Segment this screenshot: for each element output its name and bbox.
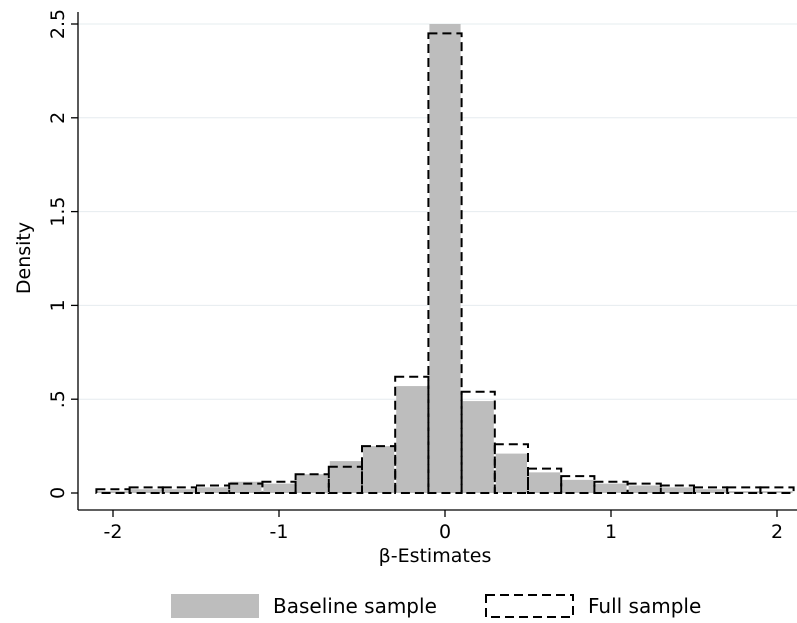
bar-full-13	[527, 467, 563, 494]
bar-baseline-3	[197, 487, 229, 493]
y-tick-label-4: 2	[47, 112, 69, 124]
bar-full-9	[394, 375, 430, 494]
bar-full-10	[427, 32, 463, 494]
bar-baseline-8	[363, 446, 395, 493]
bar-baseline-14	[562, 479, 594, 493]
x-tick-label-0: -2	[104, 521, 123, 543]
y-axis-ticks: 0 .5 1 1.5 2 2.5	[47, 9, 78, 499]
y-tick-label-5: 2.5	[47, 9, 69, 39]
bar-full-14	[560, 475, 596, 494]
axes	[77, 12, 797, 511]
bar-full-3	[195, 484, 231, 495]
bar-baseline-10	[429, 24, 461, 493]
bar-baseline-2	[163, 489, 195, 493]
bar-full-16	[626, 482, 662, 494]
bar-baseline-20	[761, 491, 793, 493]
y-tick-label-0: 0	[47, 487, 69, 499]
legend: Baseline sample Full sample	[171, 594, 701, 618]
legend-label-baseline: Baseline sample	[273, 594, 437, 618]
bar-baseline-12	[495, 453, 527, 493]
bar-baseline-1	[130, 489, 162, 493]
bar-baseline-9	[396, 386, 428, 493]
bar-baseline-16	[628, 485, 660, 493]
x-tick-label-1: -1	[270, 521, 289, 543]
y-tick-label-1: .5	[47, 390, 69, 408]
bar-baseline-6	[296, 474, 328, 493]
full-sample-bars	[95, 32, 795, 495]
legend-swatch-full	[485, 594, 574, 618]
bar-baseline-0	[97, 491, 129, 493]
bar-full-11	[460, 390, 496, 495]
bar-baseline-15	[595, 483, 627, 493]
legend-label-full: Full sample	[588, 594, 701, 618]
y-tick-label-2: 1	[47, 299, 69, 311]
x-tick-label-4: 2	[771, 521, 783, 543]
legend-swatch-baseline	[171, 594, 259, 618]
x-tick-label-3: 1	[605, 521, 617, 543]
bar-baseline-13	[529, 472, 561, 493]
bar-full-8	[361, 445, 397, 495]
bar-baseline-19	[728, 491, 760, 493]
y-axis-label: Density	[13, 222, 35, 294]
baseline-bars	[97, 24, 793, 493]
bar-baseline-11	[462, 401, 494, 493]
bar-full-15	[593, 480, 629, 494]
bar-full-5	[261, 480, 297, 494]
bar-full-4	[228, 482, 264, 494]
bar-baseline-5	[263, 483, 295, 493]
bar-full-20	[759, 486, 795, 495]
y-tick-label-3: 1.5	[47, 196, 69, 226]
x-axis-ticks: -2 -1 0 1 2	[104, 510, 783, 543]
x-tick-label-2: 0	[439, 521, 451, 543]
bar-baseline-17	[661, 487, 693, 493]
bar-baseline-4	[230, 481, 262, 493]
bar-baseline-18	[695, 489, 727, 493]
x-axis-label: β-Estimates	[379, 545, 492, 567]
